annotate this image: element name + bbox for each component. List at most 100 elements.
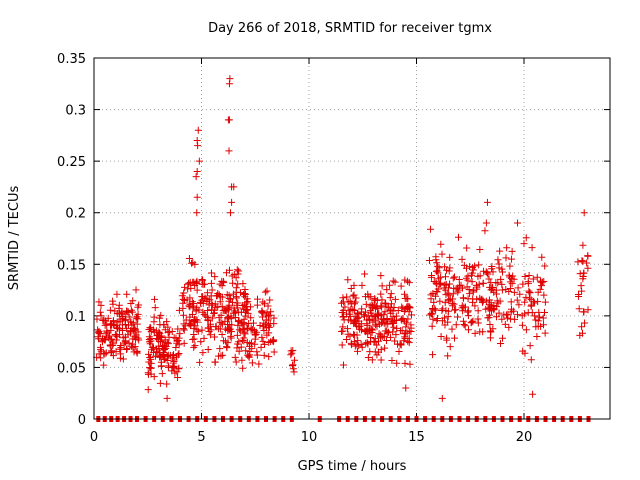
data-point [494,279,502,287]
data-point [383,286,391,294]
data-point [161,326,169,334]
data-point [471,329,479,337]
data-point [288,349,296,357]
data-point [519,347,527,355]
data-point [377,290,385,298]
data-point [407,328,415,336]
data-point [106,332,114,340]
data-point [506,273,514,281]
data-point [505,287,513,295]
data-point [118,321,126,329]
data-point [190,343,198,351]
data-point [123,307,131,315]
data-point [539,321,547,329]
data-point [208,314,216,322]
y-tick-label: 0.1 [65,310,86,325]
data-point [227,295,235,303]
data-point [115,325,123,333]
data-point [213,292,221,300]
data-point [509,307,517,315]
y-tick-label: 0.3 [65,104,86,119]
data-point [361,327,369,335]
data-point [446,295,454,303]
data-point [580,308,588,316]
data-point [381,344,389,352]
data-point [169,354,177,362]
data-point [498,268,506,276]
data-point [94,326,102,334]
data-point [240,337,248,345]
data-point [469,287,477,295]
data-point [398,303,406,311]
data-point [534,322,542,330]
x-tick-label: 0 [90,430,98,445]
data-point [193,193,201,201]
data-point [224,321,232,329]
data-point [391,337,399,345]
data-point [100,361,108,369]
data-point [505,323,513,331]
data-point [263,287,271,295]
data-point [386,333,394,341]
data-point [373,296,381,304]
data-point [339,294,347,302]
data-point [436,297,444,305]
data-point [351,298,359,306]
data-point [186,313,194,321]
data-point [93,315,101,323]
data-point [432,279,440,287]
data-point [425,257,433,265]
data-point [371,338,379,346]
data-point [235,267,243,275]
data-point [245,352,253,360]
data-point [242,347,250,355]
data-point [503,314,511,322]
data-point [538,282,546,290]
data-point [536,313,544,321]
data-point [514,284,522,292]
data-point [149,326,157,334]
data-point [493,297,501,305]
data-point [486,320,494,328]
data-point [175,350,183,358]
data-point [434,262,442,270]
data-point [179,304,187,312]
data-point [479,297,487,305]
data-point [260,326,268,334]
data-point [389,318,397,326]
data-point [130,348,138,356]
data-point [397,341,405,349]
data-point [109,297,117,305]
data-point [233,331,241,339]
data-point [109,352,117,360]
data-point [342,336,350,344]
data-point [394,306,402,314]
data-point [578,257,586,265]
data-point [151,295,159,303]
data-point [244,309,252,317]
data-point [464,307,472,315]
data-point [338,309,346,317]
data-point [180,289,188,297]
data-point [527,302,535,310]
x-tick-label: 5 [197,430,205,445]
data-point [234,308,242,316]
data-point [179,295,187,303]
data-point [288,361,296,369]
data-point [106,335,114,343]
data-point [198,275,206,283]
data-point [235,317,243,325]
data-point [526,289,534,297]
data-point [511,315,519,323]
data-point [426,311,434,319]
data-point [135,336,143,344]
data-point [185,279,193,287]
data-point [250,319,258,327]
data-point [508,280,516,288]
data-point [540,278,548,286]
data-point [515,301,523,309]
data-point [466,290,474,298]
data-point [223,314,231,322]
data-point [180,311,188,319]
data-point [346,310,354,318]
